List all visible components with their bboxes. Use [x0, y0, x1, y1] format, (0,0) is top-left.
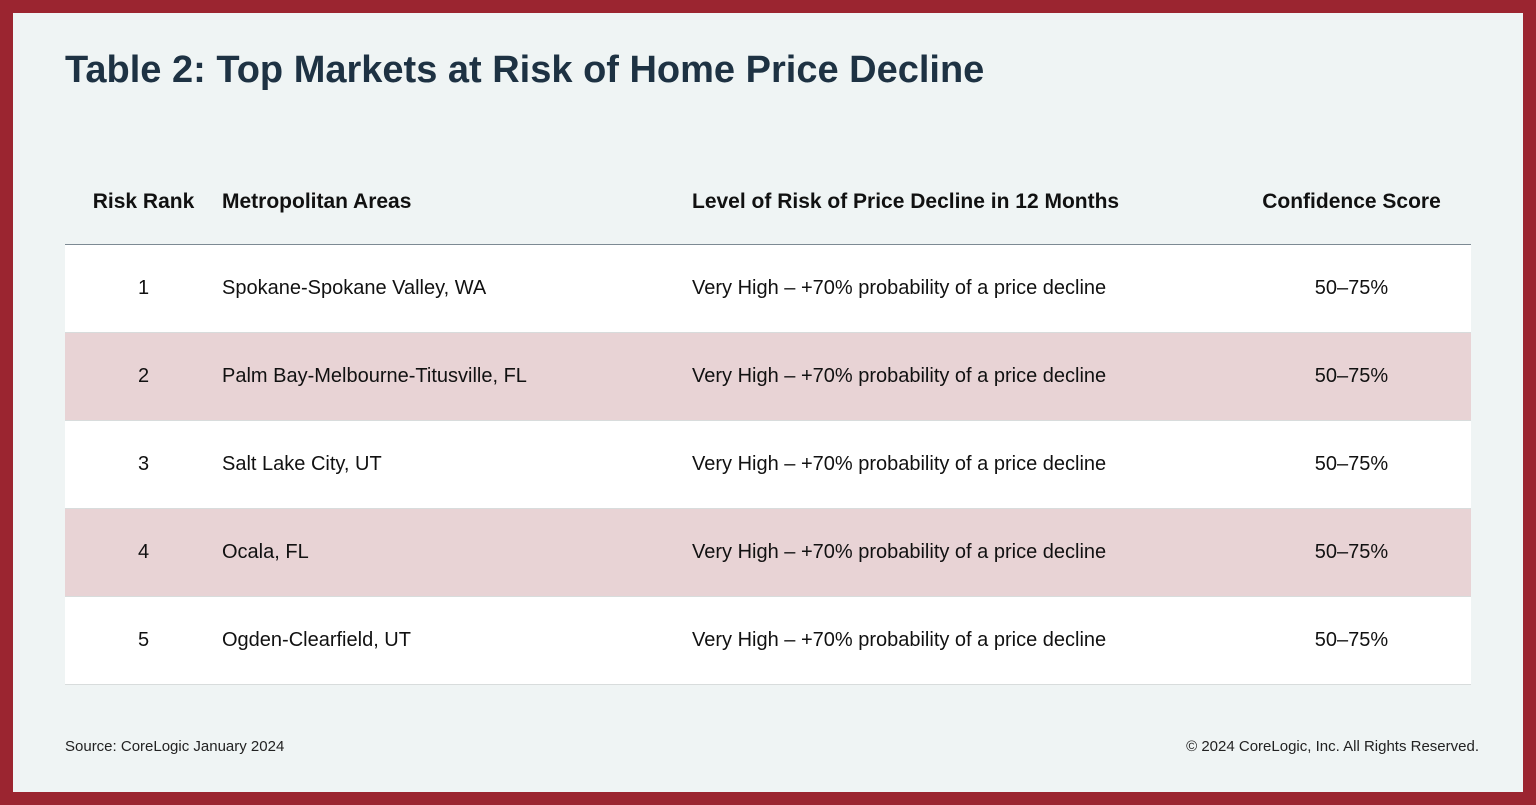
table-row: 3 Salt Lake City, UT Very High – +70% pr… [65, 421, 1471, 509]
table-row: 4 Ocala, FL Very High – +70% probability… [65, 509, 1471, 597]
copyright-note: © 2024 CoreLogic, Inc. All Rights Reserv… [1186, 738, 1479, 755]
source-note: Source: CoreLogic January 2024 [65, 738, 285, 755]
cell-risk: Very High – +70% probability of a price … [692, 365, 1107, 387]
cell-metro: Ocala, FL [222, 541, 309, 563]
table-row: 5 Ogden-Clearfield, UT Very High – +70% … [65, 597, 1471, 685]
cell-confidence: 50–75% [1314, 453, 1389, 475]
header-risk-level: Level of Risk of Price Decline in 12 Mon… [692, 190, 1120, 213]
cell-rank: 4 [137, 541, 150, 563]
cell-risk: Very High – +70% probability of a price … [692, 277, 1107, 299]
cell-rank: 5 [137, 629, 150, 651]
cell-metro: Salt Lake City, UT [222, 453, 382, 475]
cell-risk: Very High – +70% probability of a price … [692, 453, 1107, 475]
cell-risk: Very High – +70% probability of a price … [692, 629, 1107, 651]
document-frame: Table 2: Top Markets at Risk of Home Pri… [13, 13, 1523, 792]
cell-metro: Palm Bay-Melbourne-Titusville, FL [222, 365, 527, 387]
risk-table: Risk Rank Metropolitan Areas Level of Ri… [65, 160, 1471, 685]
cell-confidence: 50–75% [1314, 277, 1389, 299]
header-confidence-score: Confidence Score [1262, 190, 1441, 213]
page-title: Table 2: Top Markets at Risk of Home Pri… [65, 49, 985, 91]
cell-confidence: 50–75% [1314, 629, 1389, 651]
cell-rank: 1 [137, 277, 150, 299]
header-risk-rank: Risk Rank [92, 190, 195, 213]
cell-confidence: 50–75% [1314, 365, 1389, 387]
cell-rank: 3 [137, 453, 150, 475]
cell-risk: Very High – +70% probability of a price … [692, 541, 1107, 563]
cell-rank: 2 [137, 365, 150, 387]
header-metropolitan-areas: Metropolitan Areas [222, 190, 412, 213]
cell-metro: Spokane-Spokane Valley, WA [222, 277, 487, 299]
cell-metro: Ogden-Clearfield, UT [222, 629, 411, 651]
cell-confidence: 50–75% [1314, 541, 1389, 563]
table-row: 1 Spokane-Spokane Valley, WA Very High –… [65, 245, 1471, 333]
table-header-row: Risk Rank Metropolitan Areas Level of Ri… [65, 160, 1471, 245]
table-row: 2 Palm Bay-Melbourne-Titusville, FL Very… [65, 333, 1471, 421]
